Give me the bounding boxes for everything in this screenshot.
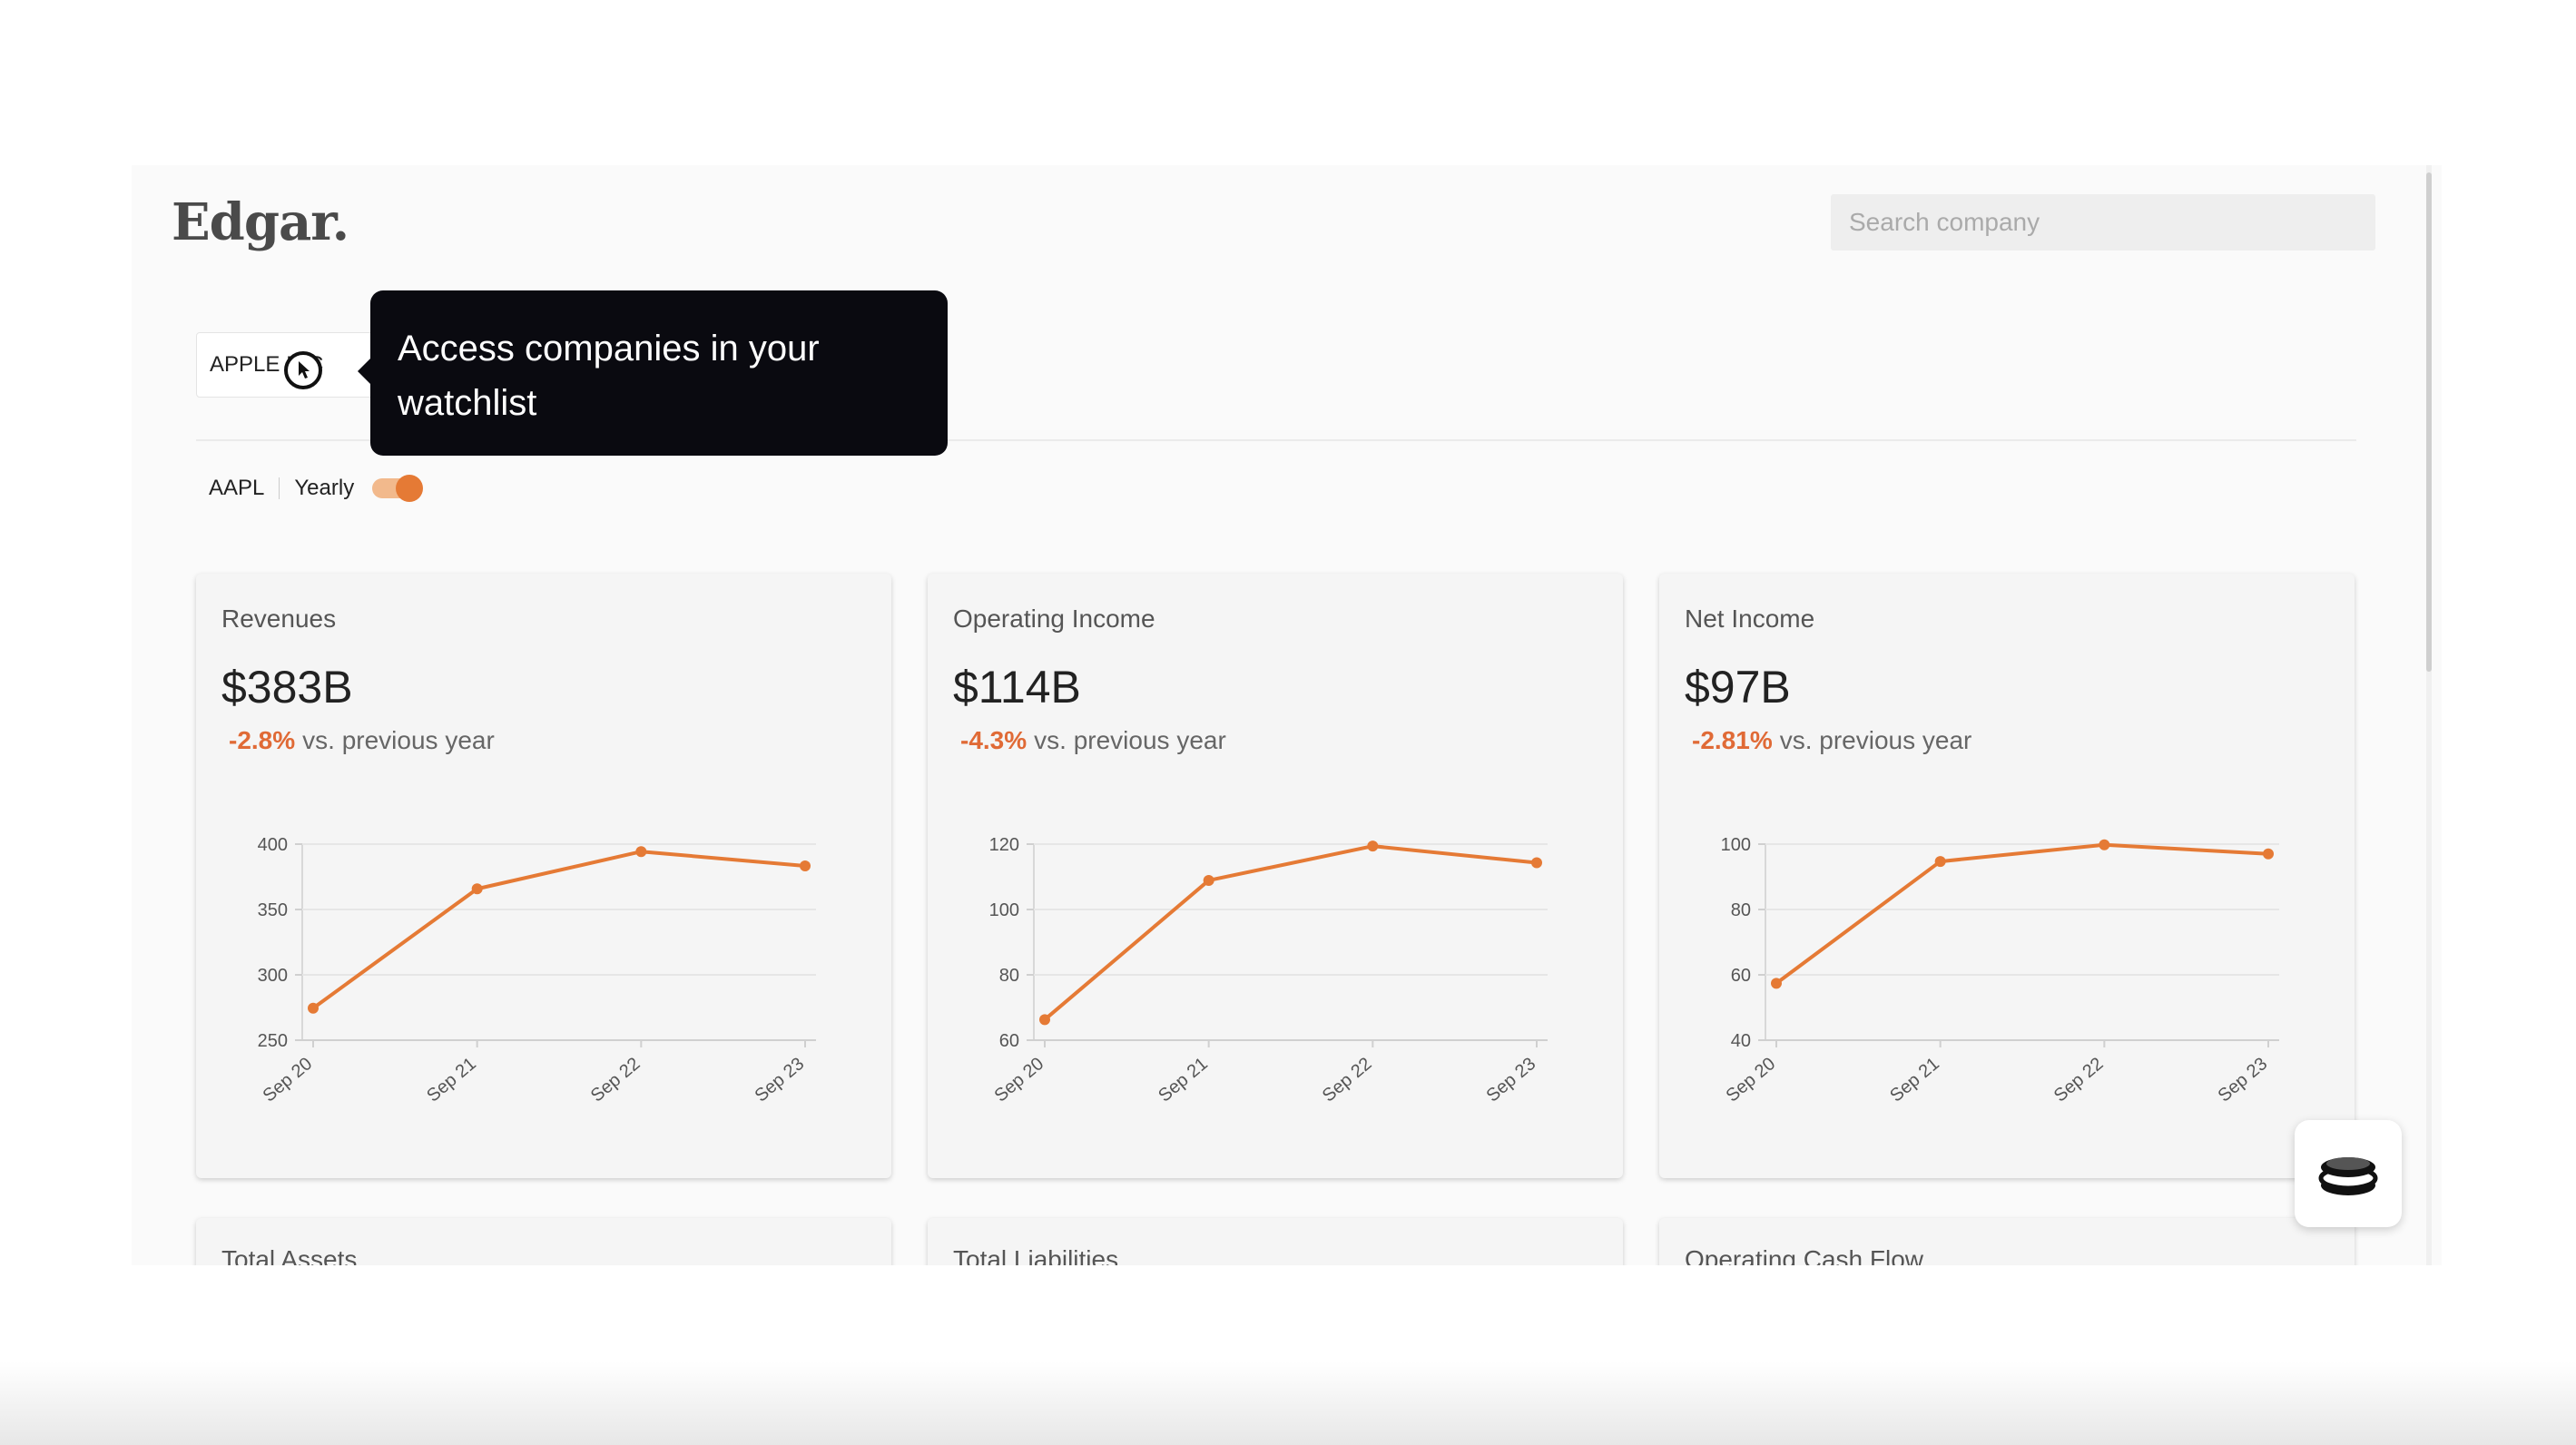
change-suffix: vs. previous year	[302, 726, 495, 754]
data-point	[2099, 839, 2110, 850]
data-point	[1203, 874, 1214, 886]
y-tick-label: 100	[1721, 835, 1751, 855]
ticker-label: AAPL	[209, 476, 265, 500]
change-percent: -2.81%	[1692, 726, 1773, 754]
y-tick-label: 120	[989, 835, 1019, 855]
yearly-toggle[interactable]	[372, 475, 424, 502]
y-tick-label: 60	[999, 1031, 1019, 1051]
y-tick-label: 300	[258, 966, 288, 986]
revenues-card: Revenues $383B -2.8% vs. previous year 25…	[196, 574, 891, 1178]
x-tick-label: Sep 23	[1483, 1054, 1540, 1106]
net-income-chart: 40 60 80 100 Sep 20 Sep 21 Sep 22 Sep 23	[1721, 835, 2279, 1106]
divider	[196, 439, 2356, 441]
series-line	[1775, 842, 2269, 985]
x-tick-label: Sep 23	[2215, 1054, 2272, 1106]
x-tick-label: Sep 23	[752, 1054, 809, 1106]
x-tick-label: Sep 21	[1155, 1054, 1212, 1106]
card-title: Operating Cash Flow	[1685, 1245, 1924, 1265]
y-tick-label: 40	[1731, 1031, 1751, 1051]
pointer-cursor-icon	[284, 351, 322, 389]
change-suffix: vs. previous year	[1034, 726, 1226, 754]
card-change: -2.81% vs. previous year	[1692, 726, 1971, 755]
x-tick-label: Sep 21	[423, 1054, 480, 1106]
stacked-coins-icon	[2318, 1157, 2378, 1195]
card-title: Total Assets	[221, 1245, 358, 1265]
card-title: Revenues	[221, 605, 337, 633]
net-income-card: Net Income $97B -2.81% vs. previous year …	[1659, 574, 2355, 1178]
y-tick-label: 400	[258, 835, 288, 855]
x-tick-label: Sep 22	[1319, 1054, 1376, 1106]
card-title: Total Liabilities	[953, 1245, 1119, 1265]
x-tick-label: Sep 21	[1886, 1054, 1943, 1106]
total-liabilities-card: Total Liabilities	[928, 1218, 1623, 1265]
scrollbar[interactable]	[2426, 165, 2432, 1265]
data-point	[2263, 848, 2274, 860]
data-point	[1531, 857, 1542, 869]
ticker-row: AAPL Yearly	[209, 470, 424, 506]
toggle-knob	[396, 475, 424, 502]
card-change: -2.8% vs. previous year	[229, 726, 495, 755]
app-window: Edgar. APPLE INC AAPL Yearly Revenues $3…	[132, 165, 2442, 1265]
revenues-chart: 250 300 350 400 Sep 20 Sep 21 Sep 22 Sep 23	[258, 835, 816, 1106]
x-tick-label: Sep 20	[991, 1054, 1048, 1106]
change-percent: -4.3%	[960, 726, 1027, 754]
data-point	[1367, 840, 1379, 852]
operating-income-card: Operating Income $114B -4.3% vs. previous…	[928, 574, 1623, 1178]
card-title: Net Income	[1685, 605, 1815, 633]
data-point	[1934, 856, 1946, 868]
data-point	[800, 860, 811, 872]
y-tick-label: 80	[1731, 900, 1751, 920]
logo[interactable]: Edgar.	[172, 192, 349, 252]
data-point	[308, 1002, 319, 1014]
x-tick-label: Sep 22	[587, 1054, 644, 1106]
data-point	[1039, 1014, 1050, 1026]
card-title: Operating Income	[953, 605, 1155, 633]
bottom-fade	[0, 1361, 2576, 1445]
period-label: Yearly	[294, 476, 355, 500]
search-input[interactable]	[1831, 194, 2375, 251]
series-line	[311, 850, 806, 1010]
y-tick-label: 250	[258, 1031, 288, 1051]
operating-cash-flow-card: Operating Cash Flow	[1659, 1218, 2355, 1265]
operating-income-chart: 60 80 100 120 Sep 20 Sep 21 Sep 22 Sep 23	[989, 835, 1548, 1106]
data-point	[635, 846, 647, 858]
x-tick-label: Sep 20	[260, 1054, 317, 1106]
card-value: $383B	[221, 662, 353, 713]
y-tick-label: 60	[1731, 966, 1751, 986]
ticker-separator	[279, 477, 280, 499]
card-value: $97B	[1685, 662, 1791, 713]
x-tick-label: Sep 20	[1723, 1054, 1780, 1106]
y-tick-label: 80	[999, 966, 1019, 986]
change-suffix: vs. previous year	[1779, 726, 1972, 754]
tooltip-arrow	[358, 359, 370, 384]
y-tick-label: 350	[258, 900, 288, 920]
change-percent: -2.8%	[229, 726, 296, 754]
card-change: -4.3% vs. previous year	[960, 726, 1226, 755]
tooltip-text: Access companies in your watchlist	[398, 329, 820, 423]
chat-button[interactable]	[2295, 1120, 2402, 1227]
watchlist-tooltip: Access companies in your watchlist	[370, 290, 948, 456]
data-point	[1771, 978, 1782, 989]
x-tick-label: Sep 22	[2050, 1054, 2108, 1106]
card-value: $114B	[953, 662, 1081, 713]
series-line	[1043, 844, 1538, 1021]
y-tick-label: 100	[989, 900, 1019, 920]
total-assets-card: Total Assets	[196, 1218, 891, 1265]
data-point	[471, 883, 483, 895]
scroll-thumb[interactable]	[2426, 172, 2432, 672]
